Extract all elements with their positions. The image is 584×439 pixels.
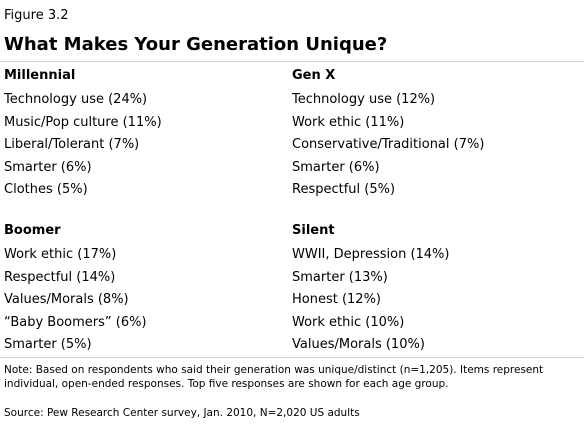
top-divider <box>0 61 584 62</box>
group-title-millennial: Millennial <box>4 68 76 83</box>
group-millennial: Millennial Technology use (24%) Music/Po… <box>4 68 284 205</box>
list-item: Respectful (14%) <box>4 269 116 285</box>
list-item: Technology use (24%) <box>4 92 148 107</box>
footnote: Note: Based on respondents who said thei… <box>4 364 544 390</box>
list-item: Smarter (6%) <box>4 159 92 175</box>
list-item: Smarter (13%) <box>292 269 388 285</box>
list-item: Technology use (12%) <box>292 92 436 107</box>
list-item: Work ethic (10%) <box>292 314 405 330</box>
list-item: Work ethic (17%) <box>4 247 117 262</box>
list-item: WWII, Depression (14%) <box>292 247 450 262</box>
note-divider <box>0 357 584 358</box>
group-boomer: Boomer Work ethic (17%) Respectful (14%)… <box>4 223 284 360</box>
group-title-boomer: Boomer <box>4 223 61 238</box>
list-item: Liberal/Tolerant (7%) <box>4 137 140 152</box>
group-gen-x: Gen X Technology use (12%) Work ethic (1… <box>292 68 572 205</box>
list-item: Respectful (5%) <box>292 182 396 197</box>
list-item: Values/Morals (10%) <box>292 337 425 352</box>
group-silent: Silent WWII, Depression (14%) Smarter (1… <box>292 223 572 360</box>
group-title-silent: Silent <box>292 223 335 238</box>
figure-title: What Makes Your Generation Unique? <box>4 34 388 55</box>
list-item: Values/Morals (8%) <box>4 292 129 307</box>
list-item: Smarter (6%) <box>292 159 380 175</box>
figure-label: Figure 3.2 <box>4 8 69 23</box>
list-item: Clothes (5%) <box>4 182 88 197</box>
list-item: Honest (12%) <box>292 292 382 307</box>
list-item: “Baby Boomers” (6%) <box>4 314 147 330</box>
list-item: Smarter (5%) <box>4 337 92 352</box>
list-item: Conservative/Traditional (7%) <box>292 137 485 152</box>
group-title-gen-x: Gen X <box>292 68 336 83</box>
source-line: Source: Pew Research Center survey, Jan.… <box>4 407 360 419</box>
list-item: Work ethic (11%) <box>292 114 405 130</box>
list-item: Music/Pop culture (11%) <box>4 114 162 130</box>
